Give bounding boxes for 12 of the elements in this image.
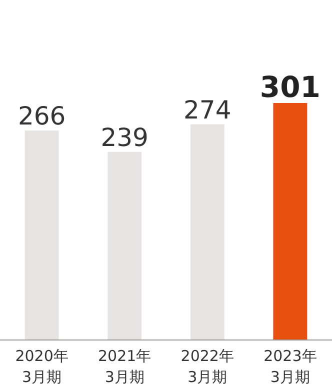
- data-label: 266: [18, 102, 66, 131]
- x-tick-label: 2023年 3月期: [264, 347, 317, 386]
- bar: [108, 152, 142, 340]
- data-label: 301: [260, 70, 320, 104]
- x-tick-label: 2022年 3月期: [180, 347, 234, 386]
- bar: [273, 103, 308, 340]
- data-label: 274: [184, 95, 232, 124]
- x-tick-label: 2020年 3月期: [15, 347, 68, 386]
- bar: [190, 124, 224, 340]
- data-label: 239: [100, 122, 148, 152]
- bar: [24, 130, 59, 340]
- x-tick-label: 2021年 3月期: [98, 347, 152, 386]
